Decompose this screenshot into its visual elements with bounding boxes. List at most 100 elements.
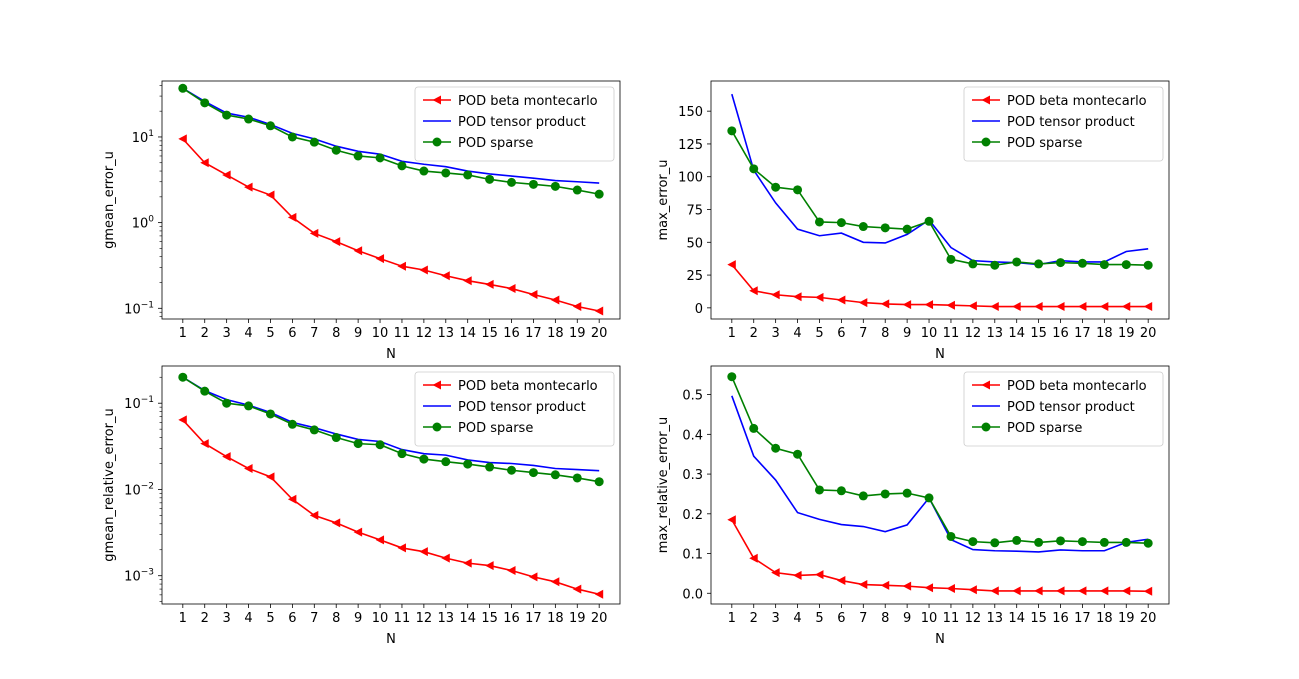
data-point [507, 465, 517, 475]
series-pod-sparse [727, 126, 1153, 270]
data-point [771, 568, 780, 578]
series-pod-beta-montecarlo [178, 134, 604, 316]
data-point [441, 457, 451, 467]
y-tick-label: 0.1 [682, 548, 703, 563]
data-point [727, 260, 736, 270]
data-point [178, 134, 187, 144]
data-point [968, 259, 978, 269]
chart-panel-2: 1 2 3 4 5 6 7 8 9 10 11 12 13 14 15 16 17 18 19 20N02550751… [656, 80, 1170, 362]
data-point [375, 440, 385, 450]
data-point [375, 153, 385, 163]
data-point [836, 486, 846, 496]
data-point [1143, 538, 1153, 548]
data-point [309, 228, 319, 238]
x-tick-label: 16 [503, 611, 520, 626]
data-point [485, 174, 495, 184]
x-tick-label: 7 [859, 611, 867, 626]
y-tick-label: 0.4 [682, 428, 703, 443]
data-point [507, 284, 516, 294]
x-tick-label: 10 [921, 326, 938, 341]
legend-item: POD sparse [423, 421, 533, 436]
x-tick-label: 19 [569, 326, 586, 341]
legend-item: POD sparse [972, 421, 1082, 436]
data-point [353, 527, 363, 537]
axes-frame [710, 365, 1170, 605]
y-tick-label: 100 [678, 171, 703, 186]
legend-label: POD sparse [1007, 136, 1082, 151]
data-point [793, 449, 803, 459]
data-point [814, 485, 824, 495]
data-point [1143, 260, 1153, 270]
x-tick-label: 13 [438, 326, 455, 341]
axes-frame [161, 365, 621, 605]
y-tick-label: 0 [695, 302, 703, 317]
data-point [287, 419, 297, 429]
series-pod-beta-montecarlo [178, 415, 604, 599]
y-tick-label: 101 [132, 129, 154, 146]
data-point [814, 217, 824, 227]
x-tick-label: 9 [354, 326, 362, 341]
legend-box [963, 86, 1164, 162]
legend-item: POD tensor product [972, 115, 1135, 130]
data-point [902, 300, 912, 310]
data-point [244, 401, 254, 411]
data-point [528, 468, 538, 478]
series-pod-beta-montecarlo [727, 515, 1153, 596]
data-point [463, 459, 473, 469]
data-point [463, 170, 473, 180]
x-tick-label: 10 [372, 611, 389, 626]
x-tick-label: 20 [591, 611, 608, 626]
x-tick-label: 15 [1030, 611, 1047, 626]
data-point [397, 161, 407, 171]
series-pod-sparse [178, 372, 604, 487]
x-tick-label: 17 [525, 326, 542, 341]
data-point [244, 463, 253, 473]
data-point [946, 584, 955, 594]
data-point [968, 585, 977, 595]
data-point [419, 265, 428, 275]
x-tick-label: 6 [837, 611, 845, 626]
legend-label: POD beta montecarlo [1007, 94, 1147, 109]
data-point [1012, 257, 1022, 267]
x-axis-label: N [935, 347, 945, 362]
data-point [485, 279, 494, 289]
data-point [1099, 586, 1109, 596]
axes-frame [710, 80, 1170, 320]
data-point [265, 409, 275, 419]
x-tick-label: 4 [244, 326, 252, 341]
data-point [771, 443, 781, 453]
data-point [528, 179, 538, 189]
data-point [727, 515, 736, 525]
x-tick-label: 6 [837, 326, 845, 341]
data-point [858, 491, 868, 501]
data-point [287, 494, 297, 504]
data-point [924, 300, 934, 310]
legend-label: POD sparse [458, 136, 533, 151]
data-point [1143, 302, 1153, 312]
data-point [814, 292, 824, 302]
data-point [397, 543, 406, 553]
data-point [287, 132, 297, 142]
data-point [353, 151, 363, 161]
data-point [419, 547, 428, 557]
data-point [375, 535, 385, 545]
legend-item: POD tensor product [423, 400, 586, 415]
x-tick-label: 14 [1008, 611, 1025, 626]
data-point [836, 218, 846, 228]
x-tick-label: 18 [1096, 326, 1113, 341]
data-point [1034, 537, 1044, 547]
y-tick-label: 0.3 [682, 468, 703, 483]
data-point [244, 182, 253, 192]
legend-item: POD sparse [972, 136, 1082, 151]
x-tick-label: 1 [728, 326, 736, 341]
data-point [331, 518, 341, 528]
data-point [946, 531, 956, 541]
data-point [1099, 260, 1109, 270]
data-point [265, 121, 275, 131]
chart-panel-4: 1 2 3 4 5 6 7 8 9 10 11 12 13 14 15 16 17 18 19 20N0.00.10.… [656, 365, 1170, 647]
data-point [771, 290, 780, 300]
x-tick-label: 14 [459, 611, 476, 626]
data-point [858, 298, 868, 308]
y-tick-exponent: −1 [141, 395, 154, 405]
x-tick-label: 17 [525, 611, 542, 626]
